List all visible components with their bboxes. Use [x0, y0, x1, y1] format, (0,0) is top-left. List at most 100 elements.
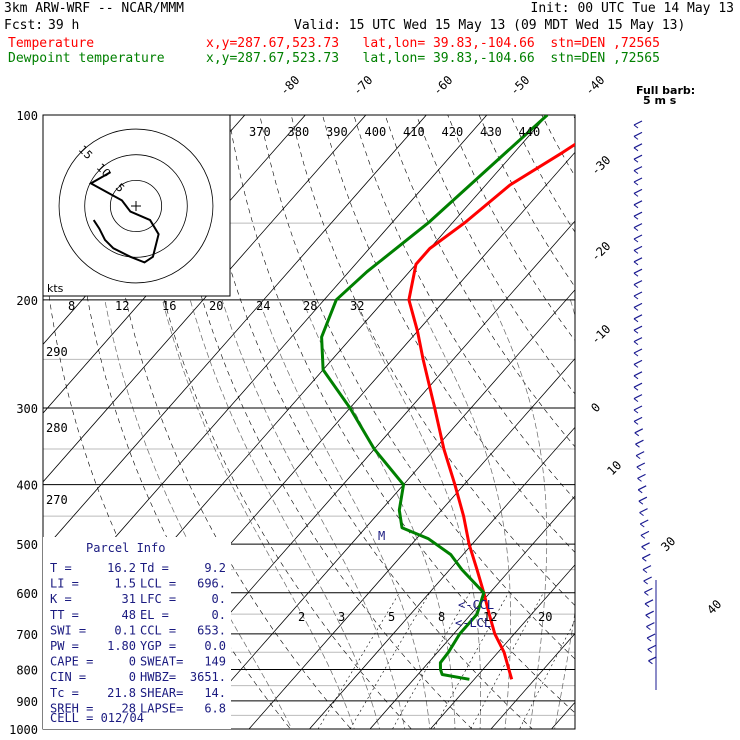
parcel-label: PW =	[50, 639, 79, 653]
wind-barb	[633, 120, 643, 126]
hodograph-scale-label: 16	[162, 299, 176, 313]
wind-barb	[640, 530, 650, 536]
wind-barb	[646, 633, 656, 639]
dry-adiabat-line	[667, 115, 740, 740]
parcel-label: SWEAT=	[140, 655, 183, 669]
wind-barb	[633, 124, 639, 129]
wind-barb	[633, 234, 643, 240]
wind-barb	[633, 188, 643, 194]
pressure-label: 200	[16, 294, 38, 308]
parcel-label: Td =	[140, 561, 169, 575]
wind-barb	[634, 428, 644, 434]
hodograph-ring	[84, 154, 188, 258]
dry-adiabat-line	[541, 115, 575, 177]
isotherm-line	[43, 115, 367, 483]
wind-barb	[640, 535, 646, 539]
parcel-label: YGP =	[140, 639, 176, 653]
wind-barb	[633, 291, 643, 297]
wind-barb	[633, 211, 643, 217]
parcel-label: T =	[50, 561, 72, 575]
wind-barb	[636, 462, 646, 468]
wind-barb	[633, 394, 643, 400]
wind-barb	[633, 200, 643, 206]
wind-barb	[642, 569, 648, 573]
isotherm-line	[429, 564, 575, 729]
dry-adiabat-line	[353, 115, 575, 501]
parcel-value: 9.2	[204, 561, 226, 575]
dry-adiabat-line	[322, 115, 575, 553]
wind-barb	[633, 257, 643, 263]
wind-barb	[637, 485, 647, 491]
hodograph-scale-label: 32	[350, 299, 364, 313]
dry-adiabat-line	[228, 115, 575, 714]
theta-label: 420	[442, 125, 464, 139]
isotherm-line	[601, 101, 740, 740]
wind-barb	[633, 280, 643, 286]
wind-barb	[639, 519, 649, 525]
wind-barb	[633, 245, 643, 251]
wind-barb	[633, 314, 643, 320]
wind-barb	[648, 656, 657, 662]
parcel-value: 6.8	[204, 701, 226, 715]
moist-adiabat-line	[189, 299, 380, 729]
parcel-value: 28	[122, 701, 136, 715]
pressure-label: 700	[16, 628, 38, 642]
isotherm-label: -20	[588, 239, 613, 264]
forecast-hours: 39 h	[48, 18, 80, 33]
parcel-value: 149	[204, 655, 226, 669]
isotherm-line	[43, 115, 488, 620]
parcel-value: 696.	[197, 577, 226, 591]
isotherm-line	[369, 495, 575, 729]
parcel-label: CCL =	[140, 623, 176, 637]
wind-barb	[633, 261, 639, 266]
wind-barb	[645, 610, 654, 616]
wind-barb	[633, 325, 643, 331]
theta-label: 270	[46, 493, 68, 507]
wind-barb	[633, 158, 639, 163]
parcel-value: 14.	[204, 686, 226, 700]
parcel-info-title: Parcel Info	[86, 541, 165, 555]
isotherm-label: -80	[277, 73, 302, 98]
theta-label: 380	[288, 125, 310, 139]
wind-barb	[633, 166, 643, 172]
theta-label: 430	[480, 125, 502, 139]
wind-barb	[633, 147, 639, 152]
isotherm-line	[308, 426, 575, 729]
dry-adiabat-line	[478, 115, 575, 288]
isotherm-label: -70	[350, 73, 375, 98]
dry-adiabat-line	[698, 115, 740, 740]
mean-marker: M	[378, 529, 385, 543]
dry-adiabat-line	[71, 115, 291, 729]
moist-adiabat-line	[258, 299, 431, 729]
wind-barb	[633, 352, 639, 357]
mixing-ratio-label: 3	[338, 610, 345, 624]
wind-barb	[644, 603, 650, 608]
parcel-label: SHEAR=	[140, 686, 183, 700]
valid-time: Valid: 15 UTC Wed 15 May 13 (09 MDT Wed …	[294, 18, 686, 33]
parcel-value: 0.1	[114, 623, 136, 637]
parcel-label: HWBZ=	[140, 670, 176, 684]
wind-barb	[635, 443, 640, 448]
hodograph-scale-label: 20	[209, 299, 223, 313]
pressure-label: 800	[16, 663, 38, 677]
wind-barb	[633, 249, 639, 254]
wind-barb	[633, 192, 639, 197]
wind-barb	[642, 565, 652, 571]
pressure-label: 400	[16, 479, 38, 493]
wind-barb	[647, 644, 657, 650]
dry-adiabat-line	[510, 115, 575, 233]
dry-adiabat-line	[636, 115, 740, 740]
wind-barb	[633, 306, 639, 311]
isotherm-label: 40	[704, 597, 724, 617]
wind-barb	[647, 649, 653, 653]
level-annotation: <-LCL	[455, 616, 491, 630]
wind-barb	[633, 329, 639, 334]
wind-barb	[639, 512, 644, 516]
temperature-location: x,y=287.67,523.73 lat,lon= 39.83,-104.66…	[206, 36, 660, 51]
wind-barb	[645, 614, 651, 619]
parcel-value: 16.2	[107, 561, 136, 575]
dewpoint-location: x,y=287.67,523.73 lat,lon= 39.83,-104.66…	[206, 51, 660, 66]
parcel-value: 3651.	[190, 670, 226, 684]
isotherm-line	[248, 357, 575, 729]
